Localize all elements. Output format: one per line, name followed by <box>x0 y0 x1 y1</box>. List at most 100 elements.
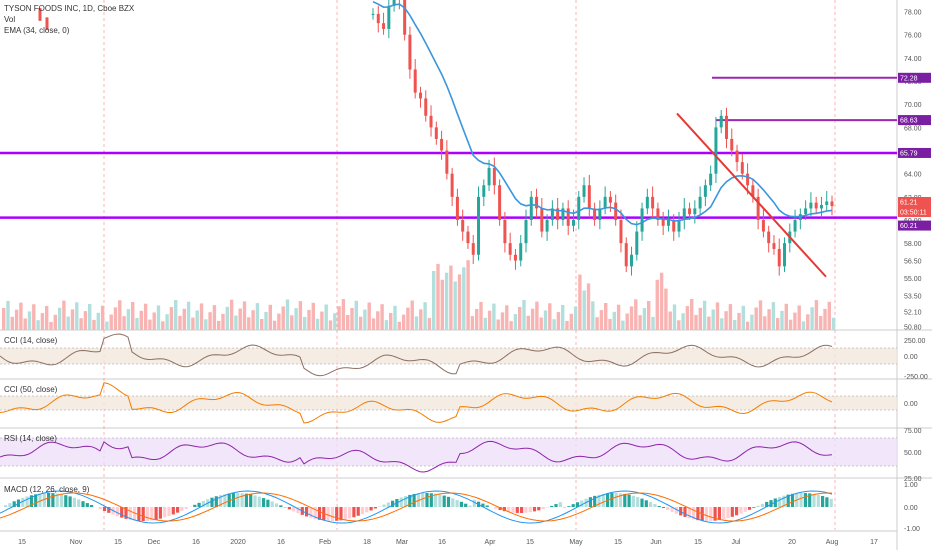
macd-histogram-bar <box>365 507 369 513</box>
volume-bar <box>672 304 677 330</box>
volume-bar <box>432 271 436 330</box>
macd-histogram-bar <box>85 503 89 507</box>
macd-histogram-bar <box>808 493 812 507</box>
macd-histogram-bar <box>55 493 59 507</box>
macd-histogram-bar <box>520 507 524 513</box>
volume-bar <box>733 320 737 330</box>
volume-bar <box>543 310 548 330</box>
volume-bar <box>217 321 221 330</box>
macd-histogram-bar <box>34 494 38 507</box>
candle-body <box>587 185 591 209</box>
candle-body <box>661 220 665 226</box>
volume-bar <box>169 307 174 330</box>
macd-histogram-bar <box>98 507 102 510</box>
macd-histogram-bar <box>704 507 709 521</box>
candle-body <box>651 196 655 209</box>
macd-histogram-bar <box>649 502 653 507</box>
volume-bar <box>199 303 204 330</box>
macd-histogram-bar <box>348 507 352 519</box>
volume-bar <box>92 319 96 330</box>
price-tag-72: 72.28 <box>900 75 918 82</box>
price-axis-label: 58.00 <box>904 241 922 248</box>
macd-histogram-bar <box>120 507 124 518</box>
price-tag-last: 61.21 <box>900 199 918 206</box>
volume-bar <box>204 319 208 330</box>
macd-histogram-bar <box>25 496 29 507</box>
volume-bar <box>625 313 629 330</box>
macd-histogram-bar <box>610 493 614 507</box>
candle-body <box>819 204 823 209</box>
volume-bar <box>664 288 668 330</box>
volume-bar <box>397 321 401 330</box>
volume-bar <box>711 309 715 330</box>
macd-histogram-bar <box>227 493 231 507</box>
volume-bar <box>393 305 397 330</box>
main-legend: TYSON FOODS INC, 1D, Cboe BZX Vol EMA (3… <box>4 3 134 36</box>
volume-bar <box>754 307 758 330</box>
volume-bar <box>324 304 328 330</box>
cci14-legend: CCI (14, close) <box>4 336 58 345</box>
candle-body <box>471 243 475 255</box>
volume-bar <box>573 306 578 330</box>
volume-bar <box>668 311 672 330</box>
volume-bar <box>526 315 530 330</box>
volume-bar <box>457 274 462 330</box>
time-axis-label: Apr <box>485 539 497 546</box>
time-axis-label: 15 <box>526 539 534 546</box>
time-axis-label: 16 <box>438 539 446 546</box>
price-axis-label: 55.00 <box>904 276 922 283</box>
macd-histogram-bar <box>545 507 549 508</box>
price-tag-65: 65.79 <box>900 150 918 157</box>
volume-bar <box>561 305 565 330</box>
price-axis-label: 74.00 <box>904 56 922 63</box>
macd-histogram-bar <box>588 497 592 507</box>
candle-body <box>408 34 412 70</box>
volume-bar <box>260 319 264 330</box>
volume-bar <box>96 312 100 330</box>
volume-bar <box>604 303 608 330</box>
volume-bar <box>698 307 702 330</box>
candle-body <box>614 202 618 220</box>
volume-bar <box>475 309 479 330</box>
macd-histogram-bar <box>8 503 12 507</box>
macd-histogram-bar <box>485 505 489 507</box>
volume-bar <box>780 310 784 330</box>
candle-body <box>735 150 739 163</box>
volume-bar <box>513 314 518 330</box>
candle-body <box>756 196 760 220</box>
macd-histogram-bar <box>167 507 171 517</box>
price-tag-72-bg <box>898 72 931 83</box>
time-axis-label: 15 <box>114 539 122 546</box>
macd-histogram-bar <box>597 494 601 507</box>
volume-bar <box>53 314 57 330</box>
volume-bar <box>2 308 6 330</box>
macd-histogram-bar <box>158 507 162 519</box>
macd-histogram-bar <box>231 493 236 507</box>
volume-bar <box>530 308 535 330</box>
candle-body <box>508 243 512 255</box>
volume-bar <box>242 301 247 330</box>
volume-bar <box>45 306 49 330</box>
volume-bar <box>294 308 298 330</box>
macd-histogram-bar <box>124 507 128 519</box>
volume-bar <box>685 306 690 330</box>
oscillator-axis-label: 0.00 <box>904 354 918 361</box>
volume-bar <box>629 306 634 330</box>
macd-axis-label: 1.00 <box>904 482 918 489</box>
candle-body <box>566 208 570 226</box>
macd-histogram-bar <box>171 507 175 515</box>
macd-axis-label: -1.00 <box>904 526 920 533</box>
macd-histogram-bar <box>752 507 756 508</box>
volume-bar <box>88 304 92 330</box>
time-axis-label: 20 <box>788 539 796 546</box>
macd-histogram-bar <box>270 501 274 507</box>
macd-histogram-bar <box>317 507 322 520</box>
volume-bar <box>328 320 333 330</box>
volume-bar <box>186 301 191 330</box>
volume-bar <box>23 318 27 330</box>
volume-bar <box>40 313 45 330</box>
candle-body <box>624 243 628 267</box>
volume-bar <box>182 308 186 330</box>
macd-histogram-bar <box>360 507 365 515</box>
